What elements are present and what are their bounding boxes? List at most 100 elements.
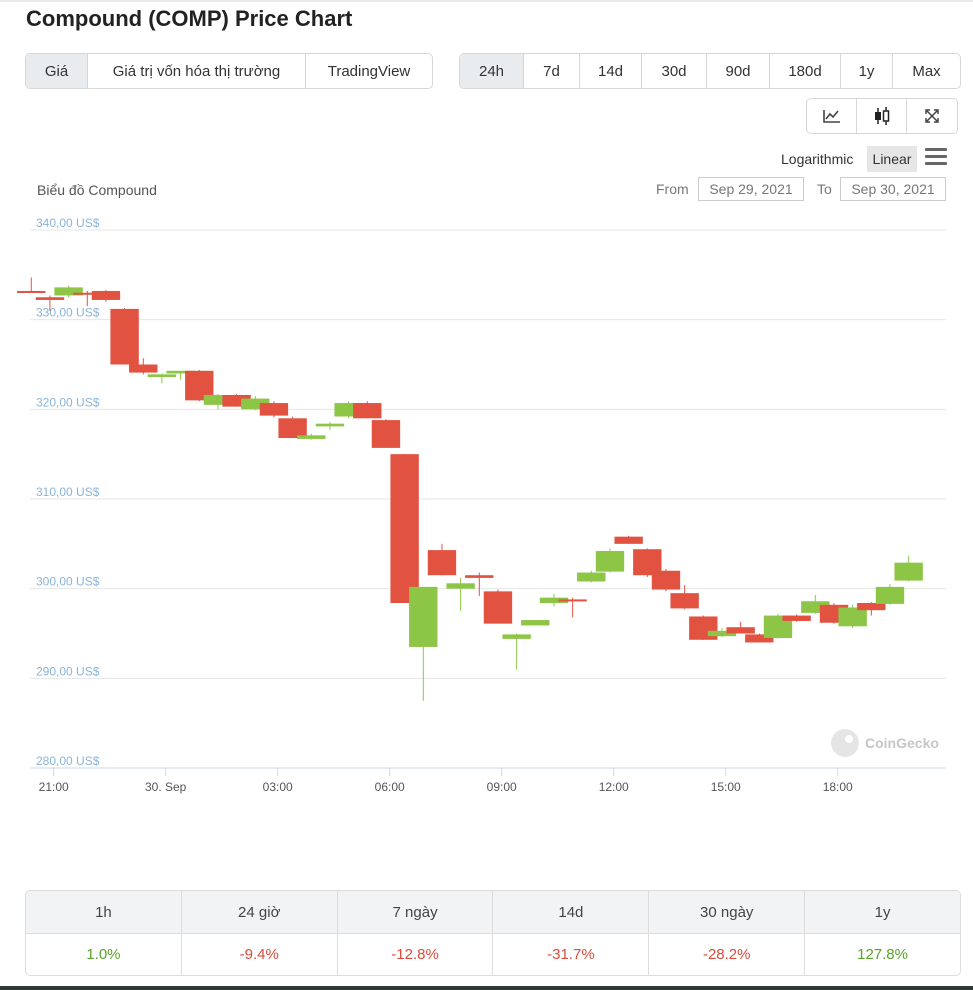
- candle-down: [91, 290, 121, 300]
- candle-down: [259, 403, 289, 416]
- price-change-table: 1h 24 giờ 7 ngày 14d 30 ngày 1y 1.0% -9.4% -12.…: [25, 890, 961, 976]
- range-180d[interactable]: 180d: [770, 54, 841, 88]
- candle-down: [427, 550, 457, 576]
- expand-button[interactable]: [907, 99, 957, 133]
- candle-down: [17, 290, 46, 293]
- candle-down: [390, 454, 419, 604]
- stats-header-cell: 24 giờ: [182, 891, 338, 933]
- from-label: From: [656, 181, 689, 197]
- candle-down: [689, 616, 718, 640]
- candle-up: [763, 615, 793, 638]
- candle-down: [614, 536, 643, 544]
- range-tabs: 24h 7d 14d 30d 90d 180d 1y Max: [459, 53, 961, 89]
- candle-up: [54, 287, 83, 296]
- range-1y[interactable]: 1y: [841, 54, 893, 88]
- candle-up: [241, 398, 270, 410]
- scale-linear-button[interactable]: Linear: [867, 146, 917, 172]
- to-date-input[interactable]: [840, 177, 946, 201]
- x-tick-label: 21:00: [39, 780, 69, 794]
- stats-header-cell: 1h: [26, 891, 182, 933]
- stats-value-cell: -31.7%: [493, 934, 650, 975]
- expand-icon: [925, 109, 939, 123]
- candle-down: [670, 593, 699, 609]
- y-tick-label: 320,00 US$: [36, 395, 100, 409]
- candle-down: [782, 615, 811, 621]
- coingecko-logo-eye: [845, 735, 853, 743]
- candle-up: [838, 607, 867, 627]
- bottom-bar: [0, 986, 973, 990]
- stats-value-cell: -12.8%: [338, 934, 494, 975]
- page-title: Compound (COMP) Price Chart: [26, 6, 353, 31]
- chart-tool-buttons: [806, 98, 958, 134]
- y-tick-label: 330,00 US$: [36, 306, 100, 320]
- stats-header-cell: 7 ngày: [338, 891, 494, 933]
- y-tick-label: 310,00 US$: [36, 485, 100, 499]
- x-tick-label: 15:00: [711, 780, 741, 794]
- tab-market-cap[interactable]: Giá trị vốn hóa thị trường: [88, 54, 306, 88]
- coingecko-logo-icon: [831, 729, 859, 757]
- tab-price[interactable]: Giá: [26, 54, 88, 88]
- stats-value-cell: 1.0%: [26, 934, 182, 975]
- scale-logarithmic-button[interactable]: Logarithmic: [781, 151, 854, 167]
- y-tick-label: 290,00 US$: [36, 664, 100, 678]
- candle-up: [539, 597, 569, 604]
- x-tick-label: 12:00: [599, 780, 629, 794]
- candle-up: [446, 583, 475, 589]
- candle-down: [35, 297, 65, 300]
- from-date-input[interactable]: [698, 177, 804, 201]
- candle-up: [875, 586, 905, 604]
- stats-header-row: 1h 24 giờ 7 ngày 14d 30 ngày 1y: [26, 891, 960, 934]
- range-30d[interactable]: 30d: [642, 54, 707, 88]
- candlestick-button[interactable]: [857, 99, 907, 133]
- candle-up: [577, 572, 606, 582]
- x-tick-label: 30. Sep: [145, 780, 187, 794]
- top-divider: [0, 0, 973, 2]
- y-tick-label: 340,00 US$: [36, 216, 100, 230]
- view-tabs: Giá Giá trị vốn hóa thị trường TradingVi…: [25, 53, 433, 89]
- candle-up: [147, 374, 177, 378]
- stats-value-row: 1.0% -9.4% -12.8% -31.7% -28.2% 127.8%: [26, 934, 960, 975]
- stats-value-cell: -9.4%: [182, 934, 338, 975]
- range-24h[interactable]: 24h: [460, 54, 524, 88]
- chart-title: Biểu đồ Compound: [37, 182, 157, 198]
- candle-up: [801, 601, 830, 613]
- range-7d[interactable]: 7d: [524, 54, 580, 88]
- x-tick-label: 18:00: [823, 780, 853, 794]
- stats-value-cell: -28.2%: [649, 934, 806, 975]
- candle-up: [315, 423, 345, 427]
- stats-value-cell: 127.8%: [857, 946, 908, 963]
- candle-up: [595, 551, 625, 572]
- to-label: To: [817, 181, 832, 197]
- candle-down: [726, 627, 755, 634]
- candle-down: [278, 418, 307, 439]
- candle-up: [409, 586, 438, 647]
- candle-down: [651, 570, 681, 590]
- candle-down: [110, 308, 139, 365]
- menu-icon[interactable]: [925, 148, 947, 166]
- candle-down: [465, 575, 494, 578]
- range-14d[interactable]: 14d: [580, 54, 642, 88]
- x-tick-label: 03:00: [263, 780, 293, 794]
- candle-up: [521, 620, 550, 626]
- x-tick-label: 09:00: [487, 780, 517, 794]
- candle-down: [857, 603, 886, 611]
- candle-up: [894, 562, 923, 581]
- y-tick-label: 280,00 US$: [36, 754, 100, 768]
- candle-up: [707, 630, 737, 637]
- candle-up: [502, 634, 531, 639]
- candle-down: [129, 364, 158, 373]
- stats-header-cell: 14d: [493, 891, 650, 933]
- range-90d[interactable]: 90d: [707, 54, 770, 88]
- price-chart: 340,00 US$ 330,00 US$ 320,00 US$ 310,00 US$…: [17, 216, 946, 794]
- line-chart-button[interactable]: [807, 99, 857, 133]
- candle-down: [371, 420, 401, 448]
- stats-header-cell: 30 ngày: [649, 891, 806, 933]
- candlestick-icon: [874, 107, 889, 125]
- candle-down: [483, 591, 513, 624]
- y-tick-label: 300,00 US$: [36, 575, 100, 589]
- range-max[interactable]: Max: [912, 62, 941, 80]
- candle-up: [203, 394, 233, 405]
- candle-down: [353, 403, 382, 419]
- coingecko-watermark: CoinGecko: [831, 729, 939, 757]
- tab-tradingview[interactable]: TradingView: [327, 62, 411, 80]
